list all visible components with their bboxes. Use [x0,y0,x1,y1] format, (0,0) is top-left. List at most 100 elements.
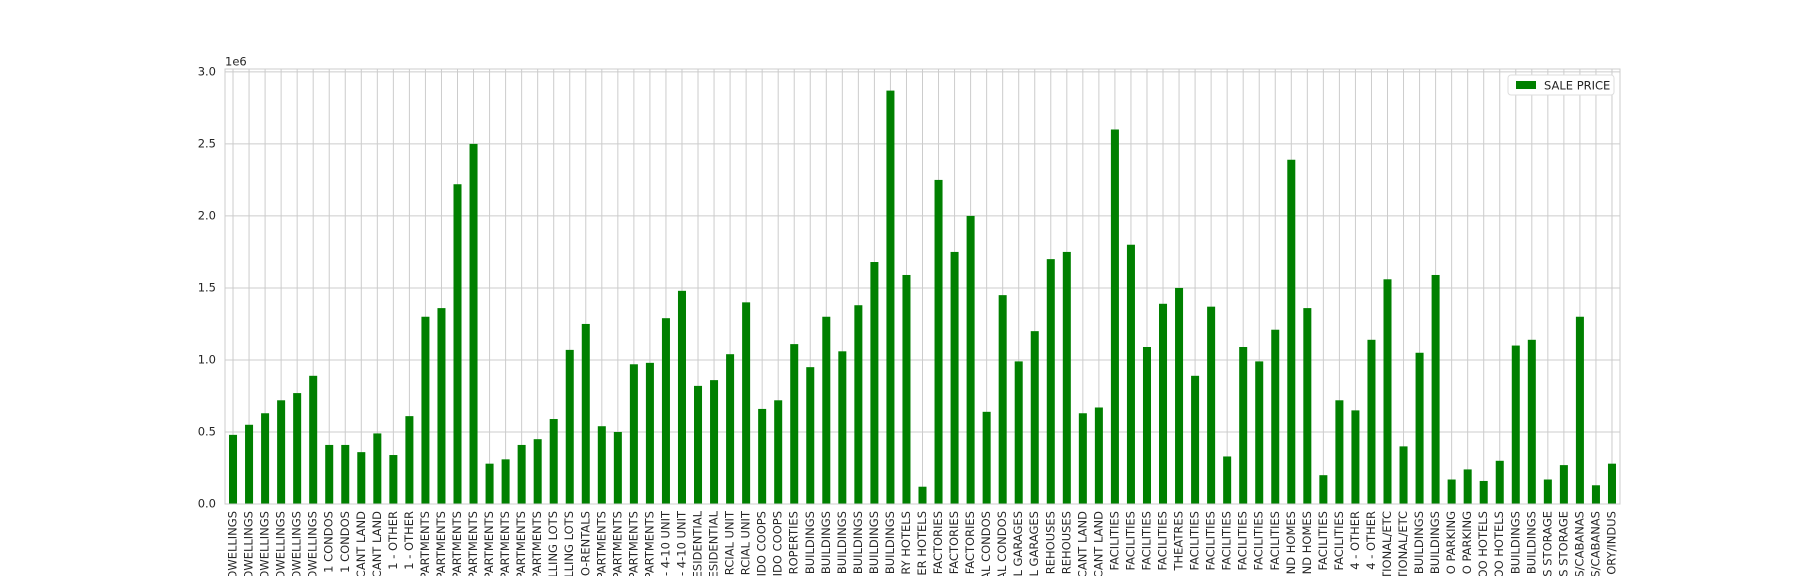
x-tick-label: L GARAGES [1011,511,1025,576]
x-tick-label: BUILDINGS [851,511,865,574]
y-tick-label: 2.5 [198,136,216,150]
x-tick-label: LLING LOTS [562,511,576,576]
bar [1511,345,1520,504]
x-tick-label: FACILITIES [1156,511,1170,570]
bar [1239,346,1248,504]
bar [469,143,478,504]
x-tick-label: PARTMENTS [594,511,608,576]
x-tick-label: O-RENTALS [578,511,592,576]
bar [277,400,286,504]
bar [661,318,670,504]
bar [1543,479,1552,504]
bar [1014,361,1023,504]
x-tick-label: PARTMENTS [450,511,464,576]
bar [421,316,430,504]
x-tick-label: FACILITIES [1188,511,1202,570]
x-tick-label: S/CABANAS [1588,511,1602,576]
x-tick-label: - 4-10 UNIT [674,510,688,576]
bar [293,393,302,504]
x-tick-label: FACILITIES [1107,511,1121,570]
x-tick-label: FACILITIES [1252,511,1266,570]
x-tick-label: REHOUSES [1043,511,1057,574]
bar [309,375,318,504]
bar [1479,480,1488,504]
x-tick-label: O PARKING [1460,511,1474,574]
x-tick-label: PARTMENTS [530,511,544,576]
x-tick-label: AL CONDOS [995,511,1009,576]
x-tick-label: ND HOMES [1284,511,1298,574]
bar [325,444,334,504]
x-tick-label: TIONAL/ETC [1396,511,1410,576]
y-tick-label: 0.5 [198,424,216,438]
x-tick-label: PARTMENTS [514,511,528,576]
x-tick-label: TIONAL/ETC [1380,511,1394,576]
x-tick-label: BUILDINGS [867,511,881,574]
bar [229,434,238,504]
x-tick-label: 1 CONDOS [322,511,336,573]
bar [758,408,767,504]
y-tick-label: 1.0 [198,352,216,366]
x-tick-label: RCIAL UNIT [723,510,737,575]
x-tick-label: ESIDENTIAL [707,510,721,576]
x-tick-label: CANT LAND [1075,511,1089,576]
x-tick-label: BUILDINGS [1412,511,1426,574]
x-tick-label: S STORAGE [1556,511,1570,576]
x-tick-label: OWELLINGS [306,511,320,576]
bar [1046,259,1055,504]
bar [1575,316,1584,504]
bar [1495,460,1504,504]
bar [854,305,863,504]
x-tick-label: LLING LOTS [546,511,560,576]
bar [629,364,638,504]
bar [1223,456,1232,504]
bar [806,367,815,504]
x-tick-label: BUILDINGS [1508,511,1522,574]
bar [886,90,895,504]
bar [1559,465,1568,504]
x-tick-label: BUILDINGS [883,511,897,574]
x-tick-label: O PARKING [1444,511,1458,574]
y-tick-label: 2.0 [198,208,216,222]
x-tick-label: 1 CONDOS [338,511,352,573]
x-tick-label: OWELLINGS [226,511,240,576]
bar [1591,485,1600,504]
x-tick-label: FACTORIES [963,511,977,574]
x-tick-label: OWELLINGS [242,511,256,576]
bar [581,323,590,504]
x-tick-label: FACILITIES [1204,511,1218,570]
x-tick-label: BUILDINGS [819,511,833,574]
bar [710,380,719,504]
x-tick-label: IDO COOPS [755,511,769,576]
bar [389,455,398,504]
bar [1159,303,1168,504]
bar [1607,463,1616,504]
bar [613,431,622,504]
bar [1463,469,1472,504]
x-tick-label: OWELLINGS [258,511,272,576]
x-tick-label: CANT LAND [1091,511,1105,576]
bar [774,400,783,504]
bar [1319,475,1328,504]
x-tick-label: FACILITIES [1123,511,1137,570]
bar [822,316,831,504]
x-tick-label: FACILITIES [1220,511,1234,570]
bar [790,344,799,504]
x-tick-label: PARTMENTS [626,511,640,576]
x-tick-label: BUILDINGS [1524,511,1538,574]
bar [966,215,975,504]
legend-label: SALE PRICE [1544,79,1610,93]
x-tick-label: BUILDINGS [1428,511,1442,574]
x-tick-label: CANT LAND [354,511,368,576]
bar [950,251,959,504]
bar [934,179,943,505]
x-tick-label: OO HOTELS [1492,511,1506,576]
x-tick-label: FACILITIES [1316,511,1330,570]
x-tick-label: IDO COOPS [771,511,785,576]
x-tick-label: ORY/INDUS [1604,511,1618,575]
x-tick-label: CANT LAND [370,511,384,576]
x-tick-label: BUILDINGS [835,511,849,574]
bar [1383,279,1392,504]
y-tick-label: 0.0 [198,497,216,511]
x-tick-label: PARTMENTS [642,511,656,576]
bar [726,354,735,504]
